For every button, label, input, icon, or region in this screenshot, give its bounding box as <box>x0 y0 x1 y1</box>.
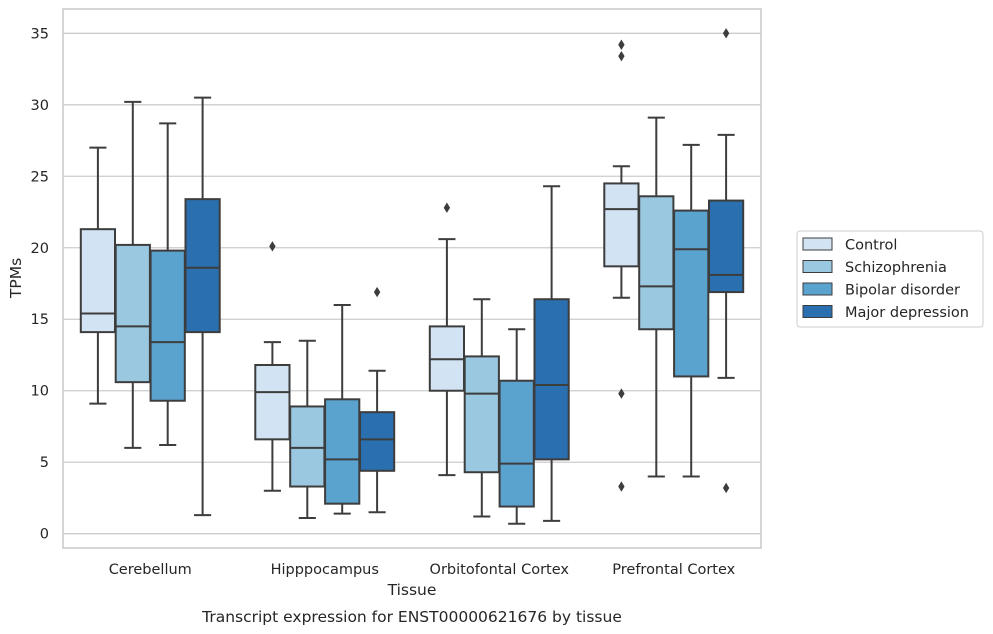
x-tick-labels: Cerebellum Hipppocampus Orbitofontal Corte… <box>109 562 736 578</box>
box-body <box>707 199 745 294</box>
outlier-point <box>443 202 451 213</box>
y-tick-label: 30 <box>31 98 49 114</box>
box-body <box>149 249 186 402</box>
legend-swatch <box>802 237 833 251</box>
legend-frame <box>796 230 984 328</box>
legend-swatch <box>802 282 833 296</box>
y-tick-labels: 0 5 10 15 20 25 30 35 <box>31 26 49 542</box>
box-body <box>498 379 535 508</box>
box-body <box>289 405 326 488</box>
outlier-point <box>618 39 625 50</box>
outlier-point <box>722 482 730 494</box>
box-body <box>324 398 361 505</box>
figure-caption: Transcript expression for ENST0000062167… <box>201 608 622 626</box>
box <box>114 100 151 449</box>
box-body <box>673 209 710 378</box>
outlier-point <box>618 50 625 62</box>
y-tick-label: 25 <box>31 169 49 185</box>
legend: Control Schizophrenia Bipolar disorder Majo… <box>796 230 984 328</box>
box-body <box>184 198 221 334</box>
box <box>707 28 745 494</box>
box-body <box>463 355 500 474</box>
x-tick-label: Orbitofontal Cortex <box>430 562 570 578</box>
y-tick-label: 35 <box>31 26 49 42</box>
outlier-point <box>618 388 625 399</box>
legend-label: Control <box>845 238 897 254</box>
y-tick-label: 15 <box>31 312 49 328</box>
x-tick-label: Prefrontal Cortex <box>612 562 735 578</box>
x-tick-label: Cerebellum <box>109 562 192 578</box>
outlier-point <box>722 28 730 39</box>
legend-swatch <box>802 305 833 318</box>
y-tick-label: 0 <box>40 527 49 543</box>
y-tick-label: 20 <box>31 241 49 257</box>
box <box>428 202 466 477</box>
legend-label: Major depression <box>845 305 969 321</box>
outlier-point <box>373 286 381 298</box>
box <box>603 39 640 492</box>
box-body <box>114 243 151 384</box>
box <box>533 185 570 522</box>
box-body <box>254 363 291 441</box>
box-plot-series <box>79 28 745 525</box>
legend-label: Bipolar disorder <box>845 283 960 299</box>
box-body <box>358 411 396 472</box>
y-tick-label: 5 <box>40 455 49 471</box>
outlier-point <box>269 241 276 252</box>
box <box>289 339 326 519</box>
y-tick-label: 10 <box>31 384 49 400</box>
box <box>358 286 396 514</box>
plot-frame <box>62 8 762 549</box>
box <box>673 143 710 478</box>
box-body <box>638 195 675 331</box>
legend-swatch <box>802 260 833 273</box>
box-body <box>603 182 640 268</box>
box-body <box>533 298 570 461</box>
outlier-point <box>618 481 625 492</box>
y-axis-title: TPMs <box>7 258 25 299</box>
box <box>184 96 221 517</box>
box <box>254 241 291 492</box>
x-tick-label: Hipppocampus <box>271 562 379 578</box>
x-axis-title: Tissue <box>387 581 437 599</box>
legend-label: Schizophrenia <box>845 260 947 276</box>
box-body <box>79 228 117 334</box>
box <box>498 328 535 525</box>
